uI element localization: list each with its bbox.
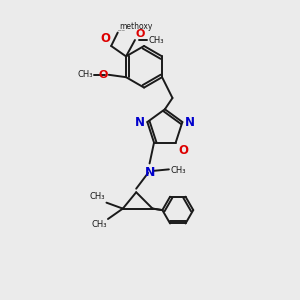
Text: O: O bbox=[100, 32, 110, 45]
Text: N: N bbox=[135, 116, 145, 128]
Text: N: N bbox=[144, 167, 155, 179]
Text: CH₃: CH₃ bbox=[77, 70, 93, 79]
Text: O: O bbox=[136, 29, 145, 39]
Text: O: O bbox=[98, 70, 108, 80]
Text: methoxy: methoxy bbox=[119, 22, 152, 32]
Text: CH₃: CH₃ bbox=[91, 220, 107, 229]
Text: O: O bbox=[178, 144, 188, 157]
Text: CH₃: CH₃ bbox=[90, 193, 105, 202]
Text: CH₃: CH₃ bbox=[170, 166, 186, 175]
Text: N: N bbox=[185, 116, 195, 128]
Text: CH₃: CH₃ bbox=[148, 35, 164, 44]
Text: OMe label: OMe label bbox=[118, 30, 125, 31]
